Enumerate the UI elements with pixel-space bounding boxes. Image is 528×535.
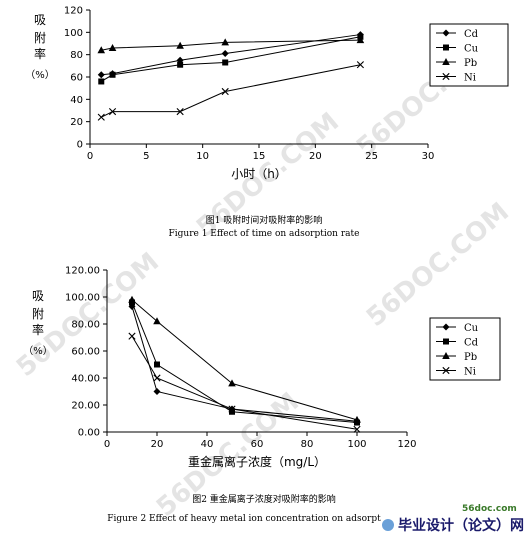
chart1-y-axis-label: （%）: [25, 69, 55, 81]
chart1-y-tick-label: 80: [70, 50, 83, 61]
chart2-legend-marker-cd: [443, 338, 449, 345]
chart2-point-ni: [228, 405, 236, 413]
chart1-x-tick-label: 10: [196, 151, 209, 162]
chart1-point-cd: [221, 50, 229, 58]
chart1-y-tick-label: 60: [70, 73, 83, 84]
chart1-y-tick-label: 120: [64, 6, 83, 17]
chart1-y-tick-label: 100: [64, 28, 83, 39]
chart2-legend-label-ni: Ni: [464, 367, 476, 378]
footer-logo: 56doc.com 毕业设计（论文）网: [382, 504, 528, 535]
chart2-series-pb-line: [131, 299, 358, 421]
chart2-point-cd: [154, 361, 160, 368]
chart1-x-tick-label: 5: [143, 151, 149, 162]
chart1-legend-label-ni: Ni: [464, 73, 476, 84]
chart1-point-cd: [97, 71, 105, 79]
chart1-legend-label-pb: Pb: [464, 58, 477, 69]
chart2-y-axis-label: 附: [32, 307, 44, 321]
chart2-legend-label-pb: Pb: [464, 352, 477, 363]
chart1-point-pb: [176, 41, 184, 49]
chart1-y-axis-label: 吸: [34, 13, 46, 27]
chart2-point-ni: [153, 374, 161, 382]
chart2-y-axis-label: （%）: [23, 345, 53, 357]
chart1-point-ni: [221, 87, 229, 96]
chart2-series-ni-line: [131, 335, 358, 430]
chart1-x-axis-label: 小时（h）: [231, 167, 287, 181]
chart1-legend-marker-pb: [442, 58, 450, 65]
chart2-legend-marker-cu: [442, 323, 450, 331]
chart1-y-tick-label: 40: [70, 95, 83, 106]
chart1-y-axis-label: 率: [34, 46, 46, 61]
figure1-caption-en: Figure 1 Effect of time on adsorption ra…: [168, 229, 360, 239]
chart1-series-cu-line: [101, 36, 361, 82]
chart2-x-tick-label: 120: [397, 439, 416, 450]
chart1-x-tick-label: 15: [253, 151, 266, 162]
chart2-x-tick-label: 40: [201, 439, 214, 450]
chart2-y-tick-label: 20.00: [71, 401, 100, 412]
site-domain: 56doc.com: [462, 504, 517, 514]
chart2-legend-label-cd: Cd: [464, 338, 479, 349]
chart1-point-pb: [356, 36, 365, 44]
chart2-x-tick-label: 20: [151, 439, 164, 450]
chart1-x-tick-label: 20: [309, 151, 322, 162]
chart1-point-ni: [108, 108, 117, 116]
chart1-x-tick-label: 25: [365, 151, 378, 162]
chart1-point-ni: [356, 61, 364, 69]
chart2-point-ni: [128, 332, 136, 340]
chart2-point-pb: [153, 317, 161, 325]
chart1-point-ni: [97, 113, 105, 121]
chart1-y-axis-label: 附: [34, 31, 46, 45]
chart2-legend: [429, 317, 501, 381]
chart2-x-tick-label: 60: [251, 439, 264, 450]
chart2-point-pb: [228, 379, 236, 387]
chart1-y-tick-label: 0: [77, 140, 83, 151]
chart1-legend-marker-ni: [442, 72, 450, 81]
chart1-series-ni-line: [101, 64, 361, 118]
chart2-y-tick-label: 100.00: [65, 293, 100, 304]
chart1-legend-marker-cu: [443, 44, 449, 51]
chart2-x-tick-label: 80: [301, 439, 314, 450]
chart2-point-pb: [353, 415, 361, 423]
chart1-point-cu: [98, 78, 105, 85]
chart2-series-cd-line: [131, 302, 358, 424]
chart1-point-cu: [177, 61, 184, 68]
chart2-y-tick-label: 40.00: [71, 374, 100, 385]
chart2-legend-label-cu: Cu: [464, 323, 479, 334]
chart1-legend-label-cd: Cd: [464, 29, 479, 40]
chart2-y-tick-label: 120.00: [65, 266, 100, 277]
figure2-caption-en: Figure 2 Effect of heavy metal ion conce…: [107, 514, 381, 524]
chart1-x-tick-label: 0: [87, 151, 93, 162]
chart1-legend-marker-cd: [442, 29, 450, 37]
site-brand: 毕业设计（论文）网: [398, 518, 524, 534]
chart2-y-tick-label: 60.00: [71, 347, 100, 358]
chart2-x-tick-label: 100: [347, 439, 366, 450]
chart1-point-cu: [222, 59, 229, 66]
chart1-point-pb: [97, 46, 106, 54]
chart2-legend-marker-pb: [442, 352, 450, 359]
chart2-y-axis-label: 率: [32, 322, 44, 337]
chart2-y-axis-label: 吸: [32, 289, 44, 303]
chart2-x-axis-label: 重金属离子浓度（mg/L）: [188, 454, 326, 469]
chart2-point-ni: [353, 425, 361, 433]
chart1-point-pb: [221, 38, 229, 46]
chart1-y-tick-label: 20: [70, 117, 83, 128]
chart2-y-tick-label: 80.00: [71, 320, 100, 331]
chart2-point-cd: [229, 408, 235, 415]
chart2-y-tick-label: 0.00: [78, 428, 100, 439]
chart2-series-cu-line: [131, 306, 358, 422]
chart1-point-pb: [108, 43, 117, 51]
chart1-series-pb-line: [101, 39, 361, 51]
chart1-legend: [429, 23, 509, 87]
chart2-point-pb: [128, 295, 136, 303]
figure1-caption-cn: 图1 吸附时间对吸附率的影响: [205, 216, 323, 226]
chart2-x-tick-label: 0: [104, 439, 110, 450]
figure2-caption-cn: 图2 重金属离子浓度对吸附率的影响: [192, 495, 336, 505]
logo-icon: [382, 519, 394, 531]
chart2-point-cu: [153, 388, 161, 395]
chart1-point-cu: [109, 71, 116, 78]
chart1-x-tick-label: 30: [422, 151, 435, 162]
chart2-legend-marker-ni: [442, 366, 450, 375]
chart1-legend-label-cu: Cu: [464, 44, 479, 55]
chart1-point-ni: [176, 108, 184, 116]
